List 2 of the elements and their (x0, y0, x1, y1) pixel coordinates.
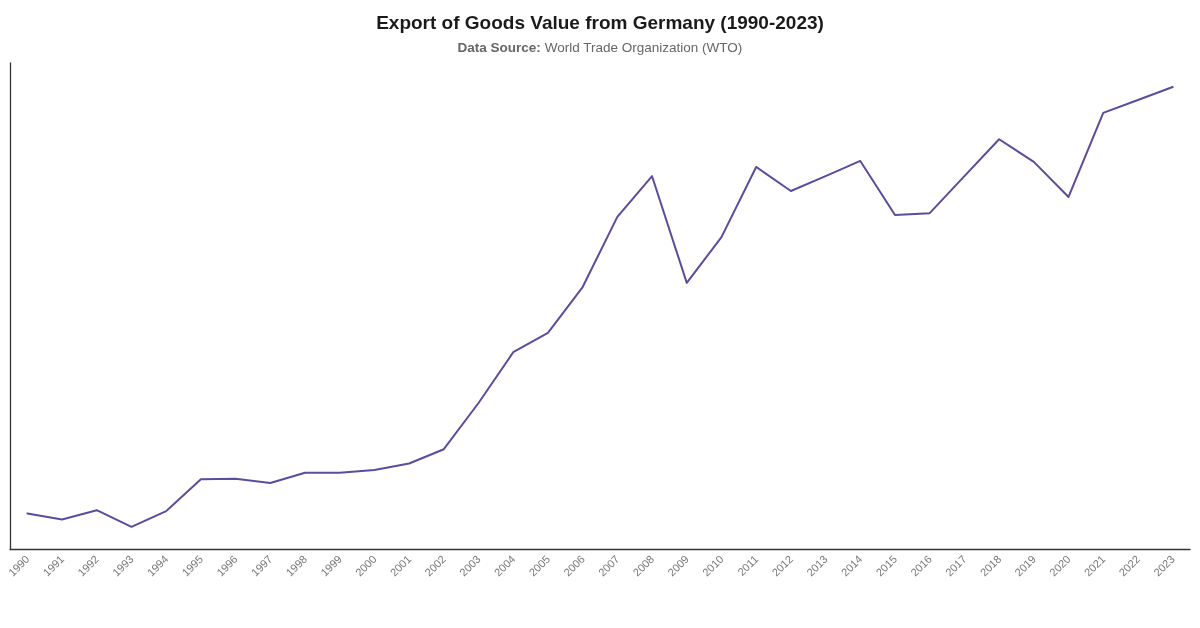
chart-subtitle: Data Source: World Trade Organization (WTO) (457, 39, 743, 55)
chart-title: Export of Goods Value from Germany (1990-2023) (376, 12, 824, 33)
